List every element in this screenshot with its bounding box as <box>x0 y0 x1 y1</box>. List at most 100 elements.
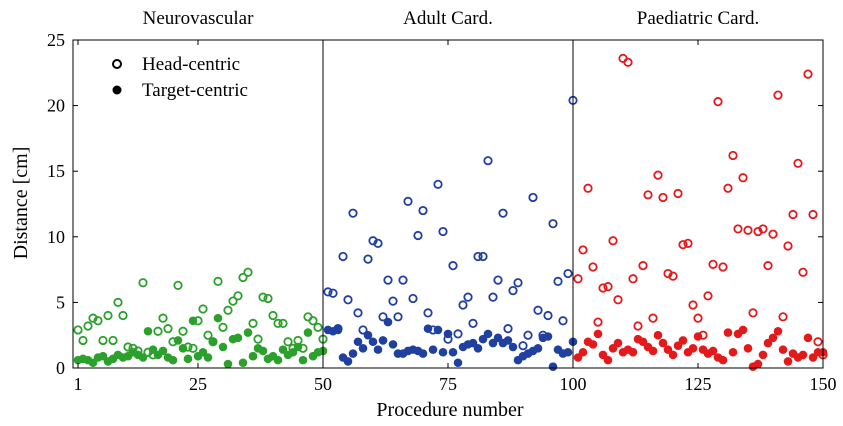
head-centric-point <box>528 192 538 203</box>
head-centric-point <box>418 205 428 216</box>
target-centric-point <box>613 338 623 348</box>
head-centric-point <box>238 272 248 283</box>
target-centric-point <box>173 336 183 345</box>
target-centric-point <box>383 317 393 327</box>
target-centric-point <box>708 346 718 356</box>
head-centric-point <box>178 326 188 336</box>
head-centric-point <box>603 282 613 292</box>
target-centric-point <box>333 325 343 335</box>
target-centric-point <box>453 358 463 368</box>
head-centric-point <box>598 283 608 293</box>
target-centric-point <box>418 349 428 358</box>
head-centric-point <box>378 312 388 322</box>
head-centric-point <box>693 313 703 323</box>
head-centric-point <box>593 317 603 327</box>
y-tick-label: 15 <box>47 161 65 181</box>
target-centric-point <box>303 328 313 337</box>
y-tick-label: 10 <box>47 227 65 247</box>
head-centric-point <box>788 209 798 220</box>
head-centric-point <box>473 251 483 262</box>
head-centric-point <box>578 245 588 255</box>
target-centric-point <box>188 316 198 326</box>
target-centric-point <box>718 355 728 365</box>
head-centric-point <box>608 236 618 246</box>
head-centric-point <box>813 337 823 347</box>
target-centric-point <box>143 326 153 336</box>
head-centric-point <box>748 308 758 318</box>
head-centric-point <box>73 325 83 335</box>
head-centric-point <box>398 275 408 285</box>
legend-marker-head-centric <box>112 59 122 69</box>
x-tick-label: 150 <box>810 374 837 394</box>
target-centric-point <box>138 353 148 362</box>
head-centric-point <box>738 173 748 183</box>
target-centric-point <box>668 350 678 360</box>
head-centric-point <box>323 287 333 297</box>
head-centric-point <box>573 274 583 284</box>
target-centric-point <box>653 330 663 340</box>
target-centric-point <box>758 350 768 360</box>
head-centric-point <box>338 251 348 262</box>
y-tick-label: 25 <box>47 30 65 50</box>
head-centric-point <box>453 329 463 339</box>
target-centric-point <box>783 357 793 366</box>
head-centric-point <box>763 261 773 271</box>
head-centric-point <box>218 322 228 332</box>
head-centric-point <box>463 292 473 302</box>
head-centric-point <box>713 97 723 107</box>
head-centric-point <box>758 224 768 234</box>
target-centric-point <box>773 326 783 336</box>
head-centric-point <box>223 305 233 315</box>
head-centric-point <box>408 293 418 304</box>
head-centric-point <box>308 316 318 326</box>
head-centric-point <box>668 271 678 281</box>
target-centric-point <box>363 330 373 340</box>
head-centric-point <box>393 312 403 322</box>
target-centric-point <box>483 329 493 339</box>
head-centric-point <box>448 261 458 271</box>
target-centric-point <box>603 355 613 365</box>
y-axis-label: Distance [cm] <box>10 147 32 260</box>
head-centric-point <box>678 240 688 250</box>
x-axis-label: Procedure number <box>376 399 524 421</box>
target-centric-point <box>238 358 248 368</box>
head-centric-point <box>648 313 658 323</box>
head-centric-point <box>508 285 518 296</box>
head-centric-point <box>78 335 88 346</box>
x-tick-label: 1 <box>74 374 83 394</box>
target-centric-point <box>803 333 813 343</box>
head-centric-point <box>438 226 448 237</box>
head-centric-point <box>583 183 593 193</box>
head-centric-point <box>743 225 753 235</box>
target-centric-point <box>693 332 703 341</box>
head-centric-point <box>283 337 293 347</box>
target-centric-point <box>243 328 253 337</box>
head-centric-point <box>413 230 423 241</box>
head-centric-point <box>243 267 253 277</box>
head-centric-point <box>553 276 563 287</box>
head-centric-point <box>188 343 198 353</box>
head-centric-point <box>798 267 808 277</box>
head-centric-point <box>373 238 383 248</box>
target-centric-point <box>648 346 658 356</box>
head-centric-point <box>138 278 148 288</box>
target-centric-point <box>658 338 668 348</box>
target-centric-point <box>378 336 388 345</box>
head-centric-point <box>643 190 653 200</box>
head-centric-point <box>198 304 208 314</box>
target-centric-point <box>448 347 458 357</box>
target-centric-point <box>548 362 558 371</box>
head-centric-point <box>103 310 113 321</box>
head-centric-point <box>513 278 523 288</box>
x-tick-label: 100 <box>560 374 587 394</box>
head-centric-point <box>703 291 713 301</box>
head-centric-point <box>113 297 123 307</box>
head-centric-point <box>383 275 393 285</box>
y-tick-label: 5 <box>56 292 65 312</box>
target-centric-point <box>508 342 518 352</box>
target-centric-point <box>778 345 788 354</box>
head-centric-point <box>723 183 733 193</box>
head-centric-point <box>488 292 498 302</box>
head-centric-point <box>483 156 493 166</box>
head-centric-point <box>388 296 398 306</box>
